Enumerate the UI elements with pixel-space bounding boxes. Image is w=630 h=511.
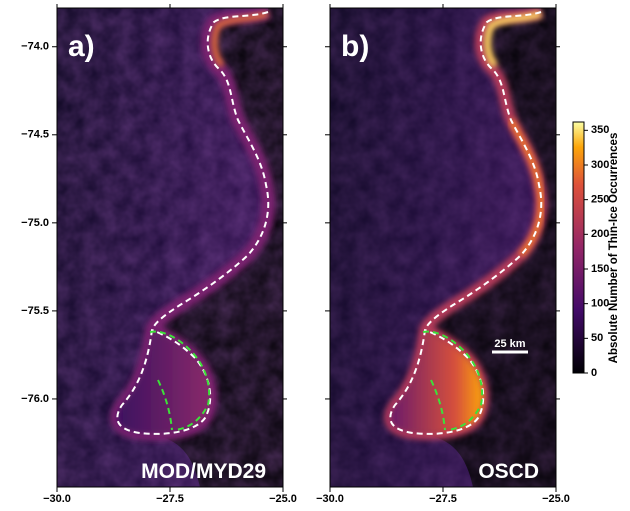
map-panel: a) MOD/MYD29 [57,8,283,487]
panel-label: b) [341,30,369,63]
panel-title: MOD/MYD29 [141,460,266,483]
colorbar-tick-label: 150 [591,263,609,275]
y-tick-label: −76.0 [21,393,49,405]
colorbar-tick-label: 50 [591,332,603,344]
y-tick-label: −75.0 [21,217,49,229]
scale-bar-label: 25 km [494,338,525,350]
x-tick-label: −25.0 [542,493,570,505]
panel-title: OSCD [478,460,539,483]
y-tick-label: −74.0 [21,41,49,53]
x-tick-label: −30.0 [316,493,344,505]
colorbar-tick-label: 350 [591,124,609,136]
x-tick-label: −27.5 [429,493,457,505]
colorbar-label: Absolute Number of Thin-Ice Occurrences [608,133,620,364]
panel-label: a) [68,30,95,63]
colorbar-tick-label: 250 [591,194,609,206]
colorbar-tick-label: 100 [591,298,609,310]
colorbar-tick-label: 300 [591,159,609,171]
y-tick-label: −74.5 [21,129,49,141]
x-tick-label: −25.0 [269,493,297,505]
x-tick-label: −27.5 [156,493,184,505]
colorbar [572,121,585,374]
y-tick-label: −75.5 [21,305,49,317]
colorbar-tick-label: 200 [591,228,609,240]
map-panel: b) OSCD 25 km [330,8,556,487]
x-tick-label: −30.0 [43,493,71,505]
colorbar-tick-label: 0 [591,367,597,379]
